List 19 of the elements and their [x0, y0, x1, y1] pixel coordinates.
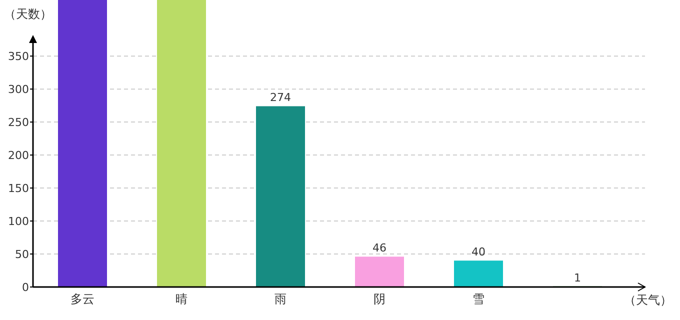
y-tick-label: 100 [8, 215, 29, 228]
x-tick-label: 雨 [274, 292, 286, 306]
y-tick-label: 150 [8, 182, 29, 196]
y-axis-title: （天数） [4, 7, 52, 21]
x-tick-label: 多云 [70, 292, 94, 306]
data-label: 1 [574, 271, 581, 284]
y-tick-label: 50 [15, 248, 29, 262]
y-tick-label: 0 [22, 281, 29, 294]
y-tick-label: 250 [8, 116, 29, 130]
y-tick-label: 200 [8, 149, 29, 162]
data-label: 274 [270, 91, 291, 104]
x-axis-title: （天气） [624, 293, 672, 307]
data-label: 40 [472, 246, 486, 259]
x-tick-label: 晴 [176, 292, 188, 306]
y-tick-label: 350 [8, 50, 29, 64]
data-label: 46 [372, 242, 386, 255]
x-tick-label: 阴 [374, 292, 386, 306]
y-tick-label: 300 [8, 83, 29, 96]
x-tick-label: 雪 [472, 292, 484, 306]
